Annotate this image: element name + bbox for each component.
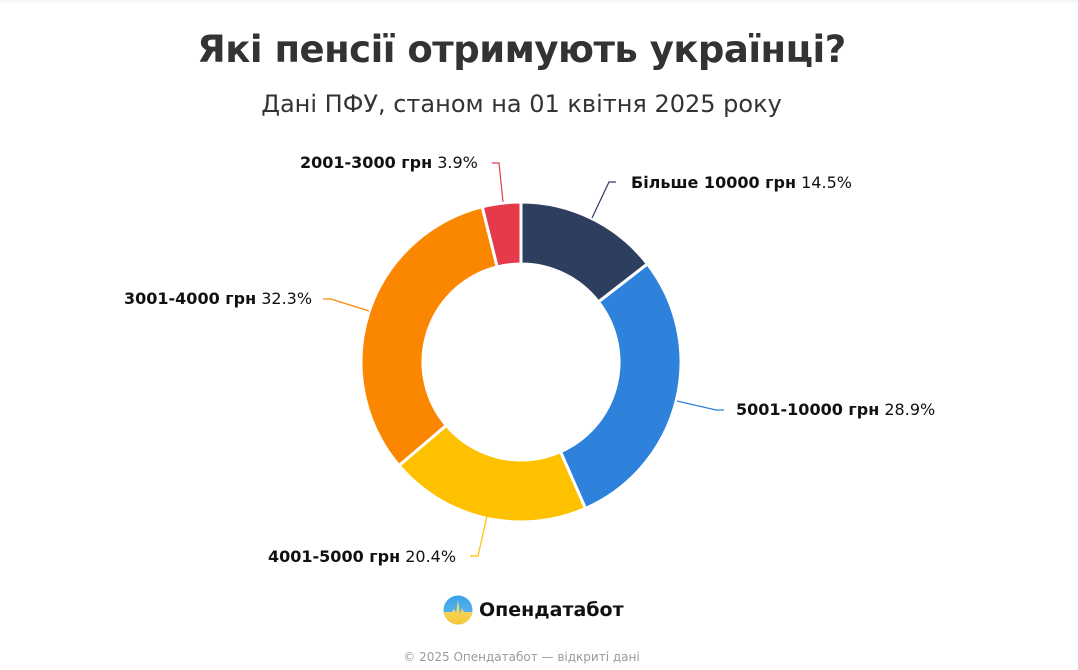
top-strip [0,0,1078,3]
leader-line-4001-5000 [470,515,488,557]
chart-title: Які пенсії отримують українці? [197,28,846,71]
label-3001-4000: 3001-4000 грн 32.3% [124,289,313,308]
label-5001-10000: 5001-10000 грн 28.9% [736,400,936,419]
footer-copyright: © 2025 Опендатабот — відкриті дані [403,650,640,664]
leader-line-over-10000 [591,181,616,219]
chart-subtitle: Дані ПФУ, станом на 01 квітня 2025 року [261,90,782,118]
leader-line-5001-10000 [676,400,724,411]
slice-2001-3000[interactable] [480,200,523,269]
donut-slices [359,200,683,524]
label-2001-3000: 2001-3000 грн 3.9% [300,153,478,172]
slice-5001-10000[interactable] [558,262,683,510]
slice-3001-4000[interactable] [359,205,499,468]
leader-lines [323,162,724,557]
leader-line-3001-4000 [323,298,370,312]
brand-name: Опендатабот [479,599,624,621]
label-over-10000: Більше 10000 грн 14.5% [631,173,852,192]
leader-line-2001-3000 [492,162,504,203]
brand-logo: Опендатабот [443,594,624,626]
label-4001-5000: 4001-5000 грн 20.4% [268,547,457,566]
opendatabot-logo-icon [443,595,473,625]
